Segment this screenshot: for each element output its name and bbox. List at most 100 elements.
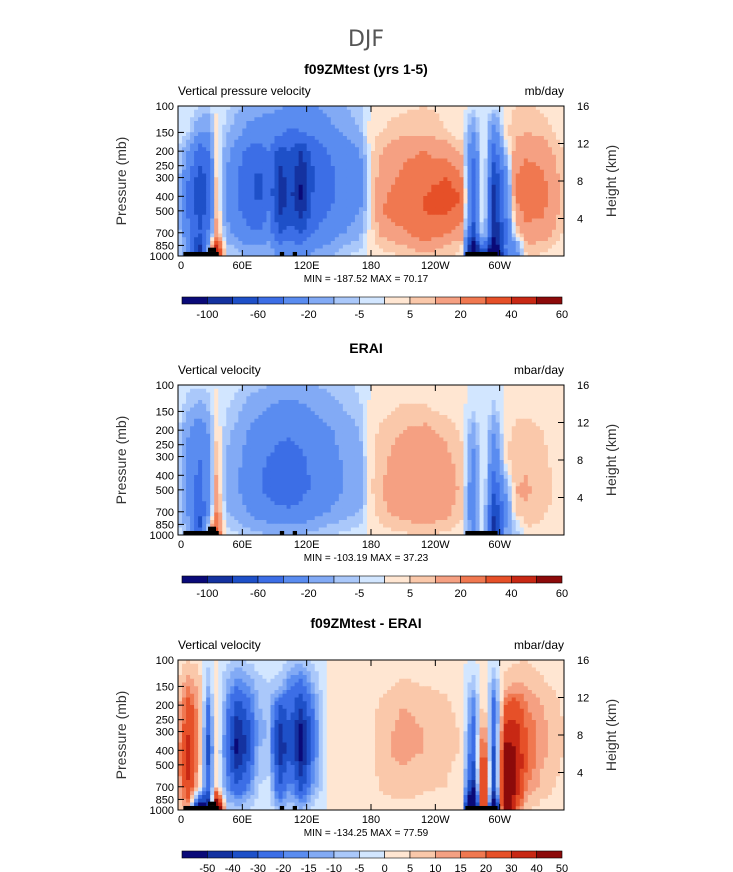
heat-cell xyxy=(375,154,380,159)
heat-cell xyxy=(290,403,295,408)
heat-cell xyxy=(322,132,328,137)
heat-cell xyxy=(399,188,404,193)
panel-title: ERAI xyxy=(349,340,382,356)
heat-cell xyxy=(467,248,472,253)
heat-cell xyxy=(515,147,521,152)
heat-cell xyxy=(543,199,549,204)
heat-cell xyxy=(483,218,488,223)
heat-cell xyxy=(527,237,533,242)
heat-cell xyxy=(206,199,211,204)
heat-cell xyxy=(242,407,247,412)
heat-cell xyxy=(330,151,336,156)
heat-cell xyxy=(250,222,255,227)
heat-cell xyxy=(479,199,484,204)
heat-cell xyxy=(358,184,364,189)
heat-cell xyxy=(395,388,400,393)
heat-cell xyxy=(226,196,231,201)
heat-cell xyxy=(459,106,464,111)
heat-cell xyxy=(358,124,364,129)
heat-cell xyxy=(379,403,384,408)
heat-cell xyxy=(326,136,332,141)
heat-cell xyxy=(503,211,509,216)
heat-cell xyxy=(314,196,320,201)
heat-cell xyxy=(375,113,380,118)
heat-cell xyxy=(358,422,364,427)
heat-cell xyxy=(338,388,344,393)
heat-cell xyxy=(455,113,460,118)
heat-cell xyxy=(383,199,388,204)
heat-cell xyxy=(214,139,219,144)
heat-cell xyxy=(238,400,243,405)
heat-cell xyxy=(483,199,488,204)
heat-cell xyxy=(395,192,400,197)
heat-cell xyxy=(427,388,432,393)
heat-cell xyxy=(399,143,404,148)
heat-cell xyxy=(290,396,295,401)
heat-cell xyxy=(258,214,263,219)
heat-cell xyxy=(214,199,219,204)
heat-cell xyxy=(443,196,448,201)
heat-cell xyxy=(387,132,392,137)
heat-cell xyxy=(306,252,312,257)
heat-cell xyxy=(459,196,464,201)
heat-cell xyxy=(427,124,432,129)
heat-cell xyxy=(290,226,295,231)
heat-cell xyxy=(358,214,364,219)
heat-cell xyxy=(411,211,416,216)
heat-cell xyxy=(282,158,287,163)
heat-cell xyxy=(198,173,203,178)
heat-cell xyxy=(427,113,432,118)
heat-cell xyxy=(246,218,251,223)
heat-cell xyxy=(495,411,501,416)
heat-cell xyxy=(270,109,275,114)
heat-cell xyxy=(250,192,255,197)
heat-cell xyxy=(218,218,223,223)
heat-cell xyxy=(338,154,344,159)
heat-cell xyxy=(559,192,565,197)
heat-cell xyxy=(547,188,553,193)
heat-cell xyxy=(475,121,480,126)
heat-cell xyxy=(242,392,247,397)
heat-cell xyxy=(238,192,243,197)
heat-cell xyxy=(198,154,203,159)
heat-cell xyxy=(210,128,215,133)
heat-cell xyxy=(246,147,251,152)
heat-cell xyxy=(515,222,521,227)
heat-cell xyxy=(366,109,372,114)
heat-cell xyxy=(290,411,295,416)
heat-cell xyxy=(222,188,227,193)
heat-cell xyxy=(302,188,308,193)
heat-cell xyxy=(254,222,259,227)
heat-cell xyxy=(519,188,525,193)
heat-cell xyxy=(238,121,243,126)
heat-cell xyxy=(499,229,505,234)
heat-cell xyxy=(234,252,239,257)
heat-cell xyxy=(555,252,561,257)
heat-cell xyxy=(222,407,227,412)
heat-cell xyxy=(190,154,195,159)
heat-cell xyxy=(366,173,372,178)
heat-cell xyxy=(338,188,344,193)
heat-cell xyxy=(198,222,203,227)
heat-cell xyxy=(238,173,243,178)
heat-cell xyxy=(350,147,356,152)
heat-cell xyxy=(294,106,300,111)
heat-cell xyxy=(202,181,207,186)
heat-cell xyxy=(302,248,308,253)
heat-cell xyxy=(487,188,493,193)
heat-cell xyxy=(314,177,320,182)
heat-cell xyxy=(202,229,207,234)
heat-cell xyxy=(282,233,287,238)
heat-cell xyxy=(262,166,267,171)
heat-cell xyxy=(403,411,408,416)
heat-cell xyxy=(399,196,404,201)
heat-cell xyxy=(491,403,497,408)
heat-cell xyxy=(551,415,557,420)
heat-cell xyxy=(559,132,565,137)
heat-cell xyxy=(387,121,392,126)
heat-cell xyxy=(326,214,332,219)
heat-cell xyxy=(262,252,267,257)
heat-cell xyxy=(314,117,320,122)
heat-cell xyxy=(338,214,344,219)
heat-cell xyxy=(467,211,472,216)
